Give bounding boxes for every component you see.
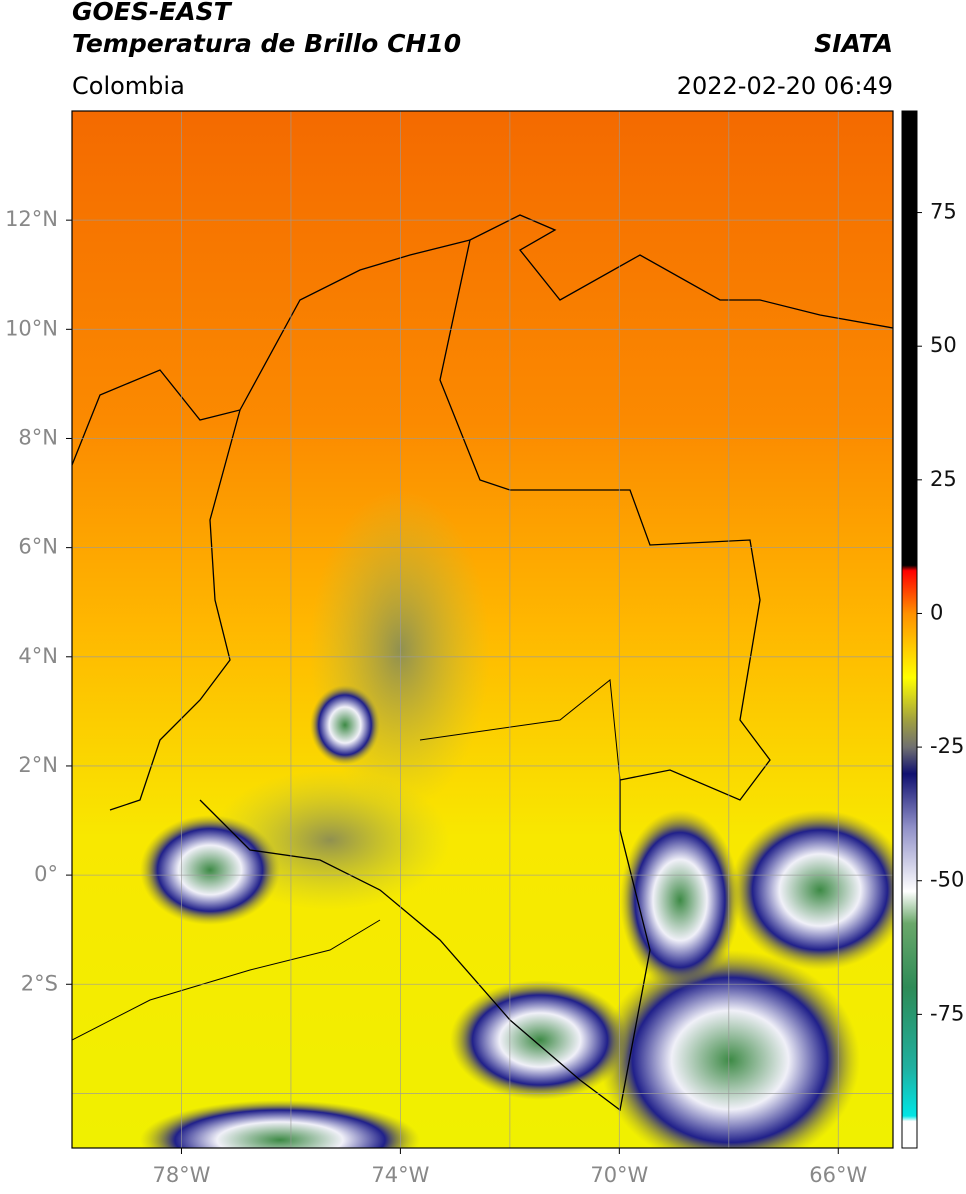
colorbar-tick-label: 50	[930, 333, 957, 357]
colorbar-tick-label: -25	[930, 734, 964, 758]
title: GOES-EAST	[72, 0, 233, 26]
colorbar-tick-label: 75	[930, 200, 957, 224]
colorbar-tick-label: 25	[930, 467, 957, 491]
colorbar-tick-label: -75	[930, 1001, 964, 1025]
map-frame	[71, 110, 894, 1149]
y-tick-label: 8°N	[18, 425, 58, 449]
subtitle: Temperatura de Brillo CH10	[72, 29, 461, 58]
y-tick-label: 12°N	[5, 207, 58, 231]
y-tick-label: 2°N	[18, 753, 58, 777]
y-tick-label: 4°N	[18, 644, 58, 668]
x-tick-label: 66°W	[809, 1163, 867, 1187]
timestamp: 2022-02-20 06:49	[677, 72, 893, 100]
y-tick-label: 10°N	[5, 316, 58, 340]
colorbar-tick-label: 0	[930, 600, 943, 624]
x-tick-label: 74°W	[371, 1163, 429, 1187]
x-tick-label: 78°W	[152, 1163, 210, 1187]
region: Colombia	[72, 72, 185, 100]
y-tick-label: 6°N	[18, 535, 58, 559]
colorbar-tick-label: -50	[930, 868, 964, 892]
y-tick-label: 0°	[34, 862, 58, 886]
y-tick-label: 2°S	[21, 971, 58, 995]
x-tick-label: 70°W	[590, 1163, 648, 1187]
satellite-image	[72, 111, 893, 1148]
source: SIATA	[814, 29, 893, 58]
colorbar	[901, 110, 918, 1149]
